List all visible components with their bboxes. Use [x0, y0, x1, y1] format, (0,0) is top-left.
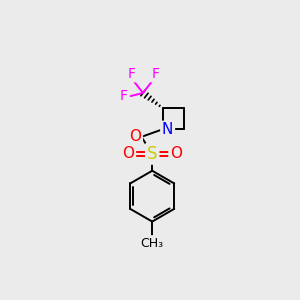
Text: S: S	[147, 145, 158, 163]
Text: N: N	[162, 122, 173, 137]
Text: CH₃: CH₃	[141, 237, 164, 250]
Text: F: F	[120, 89, 128, 103]
Text: F: F	[151, 67, 159, 81]
Text: O: O	[122, 146, 134, 161]
Text: F: F	[128, 67, 135, 81]
Text: O: O	[170, 146, 182, 161]
Text: O: O	[129, 129, 141, 144]
